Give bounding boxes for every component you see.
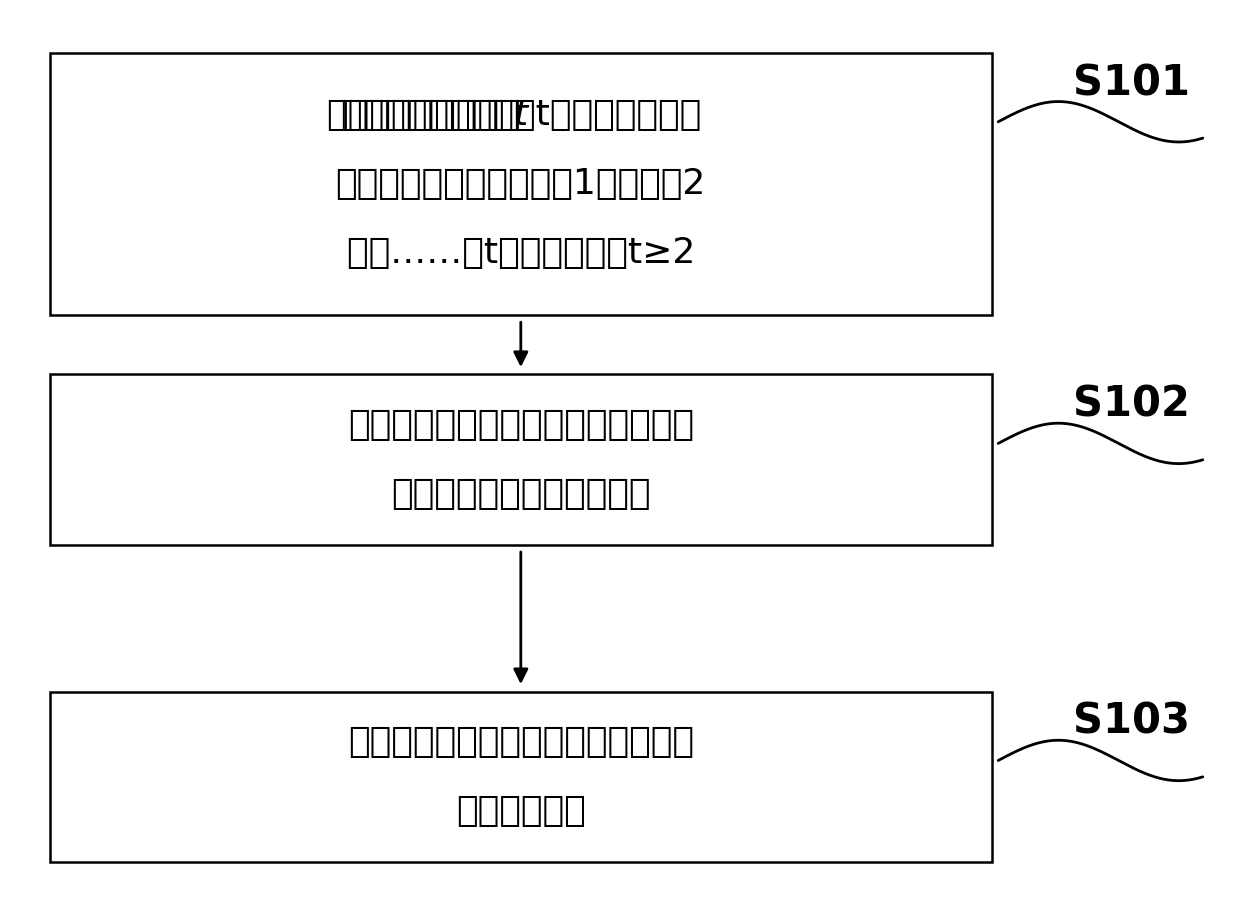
Text: S101: S101 <box>1073 62 1189 104</box>
FancyBboxPatch shape <box>50 691 992 862</box>
FancyBboxPatch shape <box>50 52 992 314</box>
Text: 将露天矿出入沟分成​t​个爆破区段，从: 将露天矿出入沟分成​t​个爆破区段，从 <box>341 98 701 131</box>
Text: t: t <box>513 98 528 131</box>
Text: S103: S103 <box>1073 700 1189 743</box>
Text: 依次计算得到爆破孔网参数: 依次计算得到爆破孔网参数 <box>391 478 651 511</box>
Text: 沟底开始至沟口依次为第1区段、第2: 沟底开始至沟口依次为第1区段、第2 <box>336 167 706 200</box>
Text: 根据前述计算得到爆破孔网参数执行: 根据前述计算得到爆破孔网参数执行 <box>347 725 694 758</box>
Text: 将露天矿出入沟分成: 将露天矿出入沟分成 <box>326 98 521 131</box>
Text: 区段……第​t​区段，其中，​t​≥2: 区段……第​t​区段，其中，​t​≥2 <box>347 236 694 269</box>
Text: S102: S102 <box>1073 384 1189 425</box>
Text: 分段逐孔起爆: 分段逐孔起爆 <box>456 795 585 828</box>
Text: 确定露天矿出入沟的总台阶高度，并: 确定露天矿出入沟的总台阶高度，并 <box>347 408 694 441</box>
FancyBboxPatch shape <box>50 375 992 544</box>
